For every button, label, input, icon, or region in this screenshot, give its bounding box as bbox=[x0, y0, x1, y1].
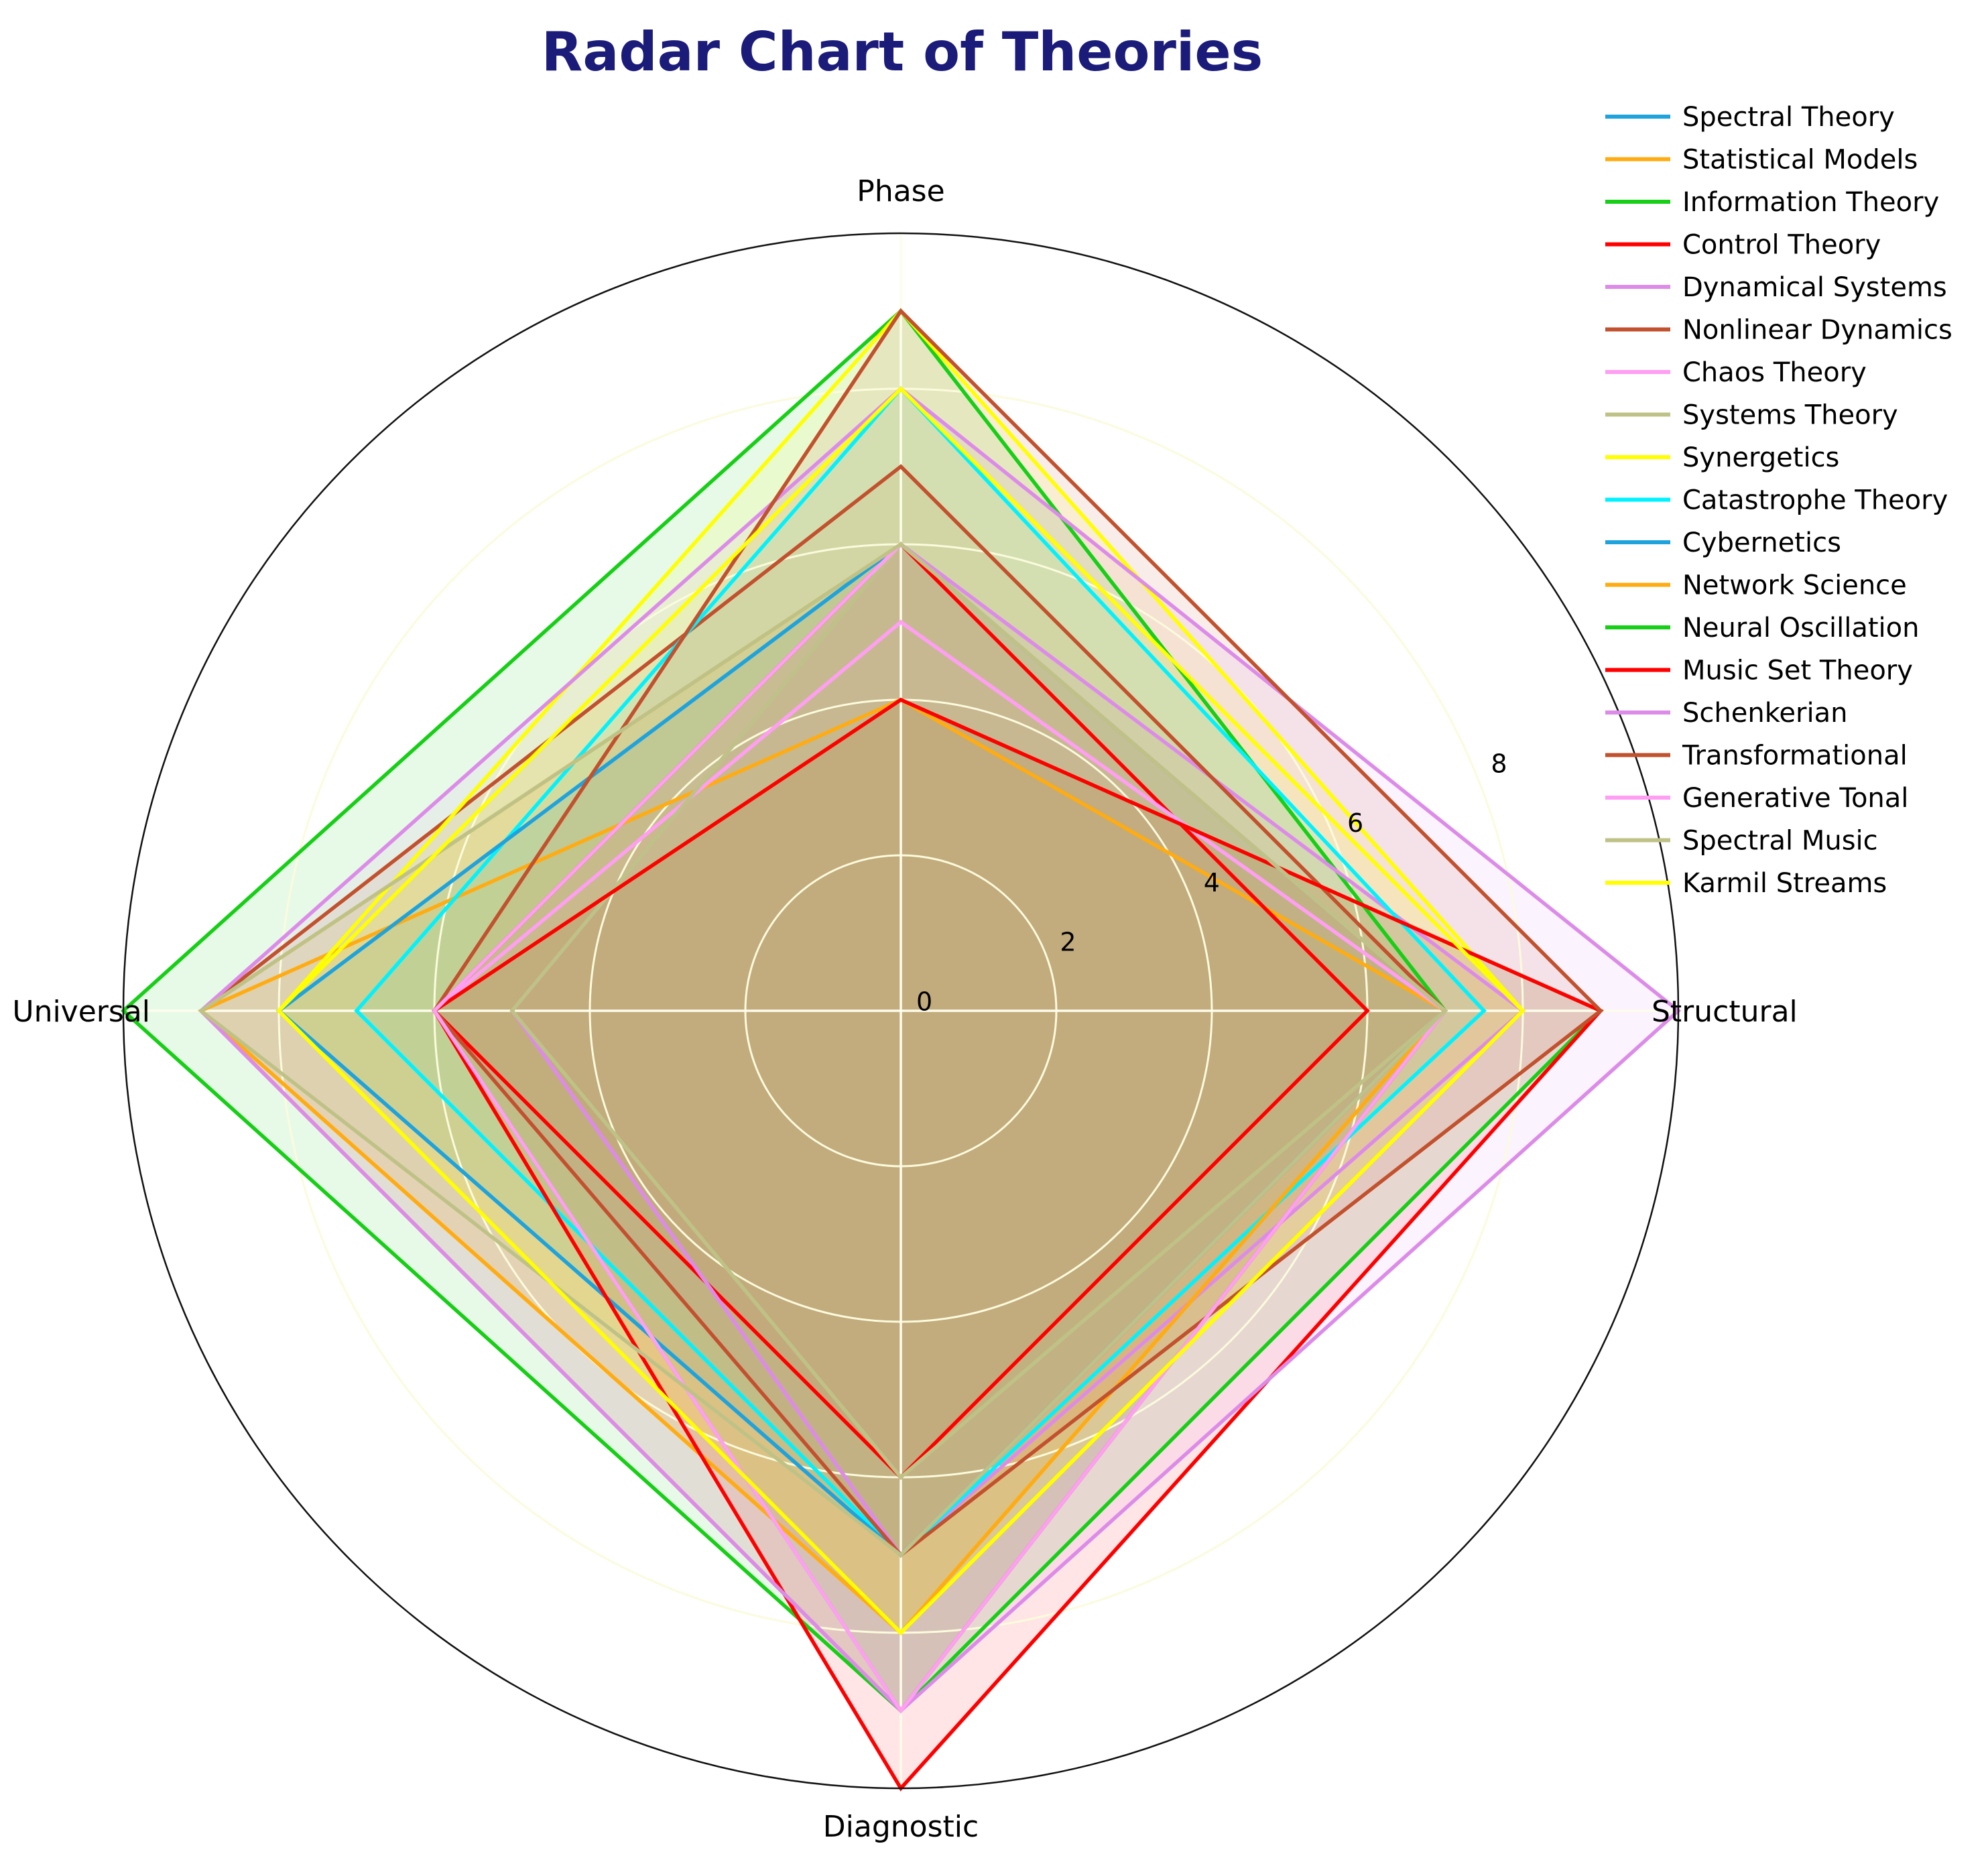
legend-label-9: Catastrophe Theory bbox=[1682, 485, 1948, 516]
legend-label-3: Control Theory bbox=[1682, 230, 1881, 261]
legend-label-14: Schenkerian bbox=[1682, 698, 1847, 729]
legend-item-0: Spectral Theory bbox=[1605, 102, 1895, 133]
labels-layer: 0 2 4 6 8 Phase Structural Diagnostic Universal bbox=[12, 174, 1797, 1844]
legend: Spectral Theory Statistical Models Informa… bbox=[1605, 102, 1952, 899]
legend-item-5: Nonlinear Dynamics bbox=[1605, 315, 1952, 346]
legend-label-12: Neural Oscillation bbox=[1682, 613, 1919, 643]
series-fill-17 bbox=[201, 544, 1445, 1555]
legend-item-13: Music Set Theory bbox=[1605, 656, 1913, 686]
series-fill-9 bbox=[357, 389, 1484, 1555]
legend-label-6: Chaos Theory bbox=[1682, 357, 1867, 388]
legend-label-5: Nonlinear Dynamics bbox=[1682, 315, 1952, 346]
legend-label-2: Information Theory bbox=[1682, 187, 1939, 218]
legend-item-17: Spectral Music bbox=[1605, 826, 1878, 857]
legend-label-11: Network Science bbox=[1682, 570, 1907, 601]
legend-item-9: Catastrophe Theory bbox=[1605, 485, 1948, 516]
legend-item-8: Synergetics bbox=[1605, 442, 1839, 473]
series-fill-15 bbox=[434, 311, 1601, 1555]
series-fill-4 bbox=[512, 544, 1523, 1555]
chart-frame-layer bbox=[122, 232, 1680, 1790]
legend-label-16: Generative Tonal bbox=[1682, 783, 1908, 814]
series-polygon-18 bbox=[276, 386, 1526, 1635]
series-fill-13 bbox=[434, 700, 1601, 1788]
legend-item-1: Statistical Models bbox=[1605, 145, 1918, 176]
legend-item-7: Systems Theory bbox=[1605, 400, 1898, 431]
legend-item-18: Karmil Streams bbox=[1605, 868, 1887, 899]
r-tick-label-8: 8 bbox=[1491, 749, 1507, 778]
legend-label-8: Synergetics bbox=[1682, 442, 1839, 473]
legend-item-3: Control Theory bbox=[1605, 230, 1881, 261]
chart-title: Radar Chart of Theories bbox=[542, 21, 1263, 83]
legend-label-4: Dynamical Systems bbox=[1682, 272, 1947, 303]
r-tick-label-4: 4 bbox=[1204, 868, 1220, 898]
axis-label-structural: Structural bbox=[1652, 995, 1798, 1029]
legend-item-15: Transformational bbox=[1605, 741, 1908, 771]
legend-label-18: Karmil Streams bbox=[1682, 868, 1887, 899]
legend-label-17: Spectral Music bbox=[1682, 826, 1878, 857]
legend-item-11: Network Science bbox=[1605, 570, 1907, 601]
r-tick-label-2: 2 bbox=[1060, 928, 1076, 957]
legend-label-15: Transformational bbox=[1682, 741, 1908, 771]
legend-item-4: Dynamical Systems bbox=[1605, 272, 1947, 303]
axis-label-universal: Universal bbox=[12, 995, 150, 1029]
series-fill-6 bbox=[434, 622, 1445, 1555]
legend-item-16: Generative Tonal bbox=[1605, 783, 1908, 814]
legend-item-6: Chaos Theory bbox=[1605, 357, 1867, 388]
r-tick-label-6: 6 bbox=[1347, 808, 1363, 838]
legend-label-1: Statistical Models bbox=[1682, 145, 1918, 176]
legend-item-2: Information Theory bbox=[1605, 187, 1939, 218]
r-tick-label-0: 0 bbox=[916, 987, 932, 1016]
legend-label-0: Spectral Theory bbox=[1682, 102, 1895, 133]
outer-circle bbox=[122, 232, 1680, 1790]
axis-label-phase: Phase bbox=[857, 174, 944, 208]
legend-label-10: Cybernetics bbox=[1682, 528, 1841, 558]
legend-item-10: Cybernetics bbox=[1605, 528, 1841, 558]
legend-label-7: Systems Theory bbox=[1682, 400, 1898, 431]
series-fill-11 bbox=[201, 544, 1445, 1633]
legend-item-14: Schenkerian bbox=[1605, 698, 1847, 729]
legend-label-13: Music Set Theory bbox=[1682, 656, 1913, 686]
axis-label-diagnostic: Diagnostic bbox=[823, 1810, 979, 1844]
legend-item-12: Neural Oscillation bbox=[1605, 613, 1919, 643]
